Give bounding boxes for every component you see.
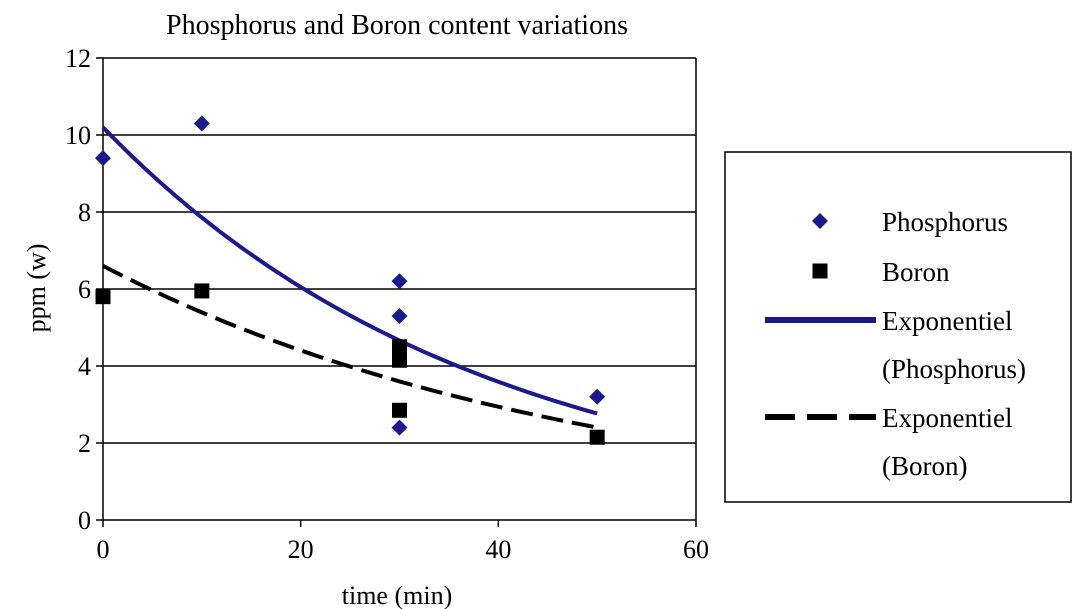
legend-label-2-line-1: (Phosphorus) <box>882 354 1026 384</box>
legend-label-1: Boron <box>882 257 950 287</box>
boron-point-0 <box>95 289 111 305</box>
boron-point-4 <box>392 352 407 368</box>
x-axis-label: time (min) <box>342 581 452 609</box>
legend-box <box>724 151 1072 503</box>
legend-label-0: Phosphorus <box>882 207 1008 237</box>
boron-point-6 <box>589 429 605 445</box>
x-tick-label-60: 60 <box>683 535 709 564</box>
phosphorus-point-0 <box>95 150 111 167</box>
y-tick-label-10: 10 <box>65 121 91 150</box>
phosphorus-point-3 <box>391 307 408 324</box>
tick-labels: 0 2 4 6 8 10 12 0 20 40 60 <box>65 44 709 564</box>
y-tick-label-2: 2 <box>78 429 91 458</box>
y-tick-label-6: 6 <box>78 275 91 304</box>
legend-label-2-line-0: Exponentiel <box>882 306 1012 336</box>
phosphorus-point-5 <box>589 388 606 405</box>
x-tick-label-40: 40 <box>485 535 511 564</box>
legend-label-3-line-1: (Boron) <box>882 451 967 481</box>
y-tick-label-12: 12 <box>65 44 91 73</box>
trendline-3 <box>102 264 598 430</box>
y-tick-label-4: 4 <box>78 352 91 381</box>
y-axis-label: ppm (w) <box>22 244 51 333</box>
chart-title: Phosphorus and Boron content variations <box>166 10 628 41</box>
boron-point-1 <box>194 283 210 299</box>
trendline-2 <box>101 125 598 416</box>
gridlines <box>103 57 696 444</box>
boron-point-5 <box>392 402 407 418</box>
phosphorus-point-2 <box>391 273 408 290</box>
phosphorus-point-1 <box>193 115 210 132</box>
legend-label-3-line-0: Exponentiel <box>882 403 1012 433</box>
legend: Phosphorus Boron Exponentiel (Phosphorus) Ex… <box>724 151 1072 503</box>
axes <box>96 57 697 527</box>
legend-swatch-0 <box>812 213 828 229</box>
trendlines <box>101 125 598 430</box>
legend-swatch-1 <box>812 263 828 279</box>
x-tick-label-0: 0 <box>97 535 110 564</box>
y-tick-label-8: 8 <box>78 198 91 227</box>
data-points <box>95 115 606 445</box>
x-tick-label-20: 20 <box>288 535 314 564</box>
y-tick-label-0: 0 <box>78 506 91 535</box>
phosphorus-point-4 <box>391 419 408 436</box>
